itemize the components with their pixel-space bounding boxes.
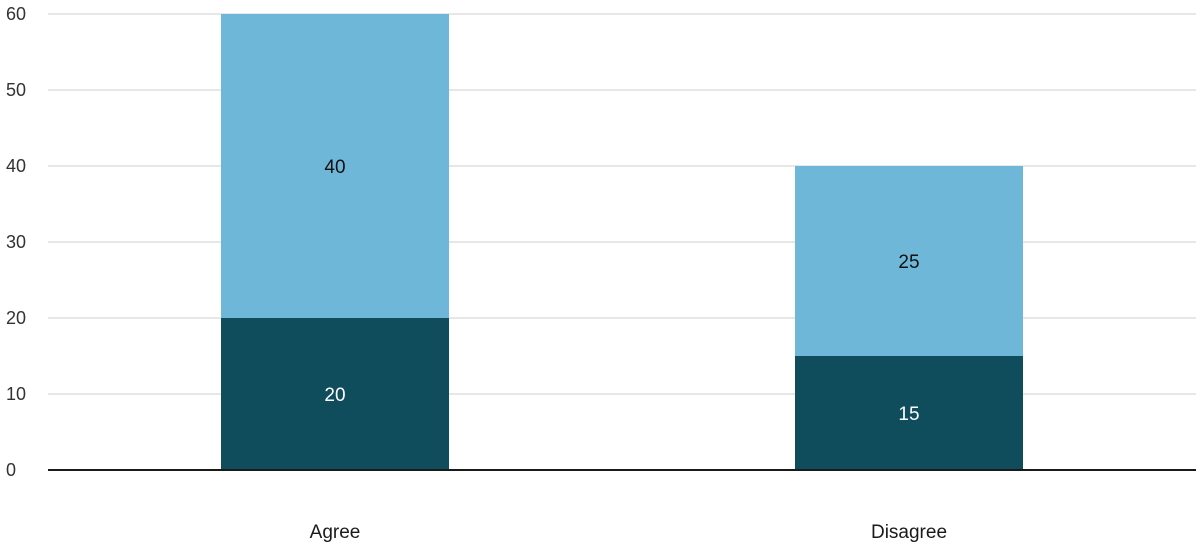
x-category-label-disagree: Disagree (871, 522, 947, 543)
y-tick-label-20: 20 (6, 308, 26, 328)
y-tick-label-0: 0 (6, 460, 16, 480)
bar-agree-segment-2 (221, 14, 449, 318)
gridlines (48, 13, 1196, 395)
y-tick-label-40: 40 (6, 156, 26, 176)
x-category-label-agree: Agree (310, 522, 361, 543)
data-label-disagree-segment-1: 15 (898, 404, 919, 425)
y-tick-label-50: 50 (6, 80, 26, 100)
bar-disagree-segment-1 (795, 356, 1023, 470)
y-tick-label-30: 30 (6, 232, 26, 252)
bar-agree-segment-1 (221, 318, 449, 470)
y-tick-label-10: 10 (6, 384, 26, 404)
data-label-disagree-segment-2: 25 (898, 252, 919, 273)
bars (221, 14, 1023, 470)
y-tick-label-60: 60 (6, 4, 26, 24)
labels: 0 10 20 30 40 50 60 20 40 Agree 15 25 Disagree (6, 4, 947, 543)
data-label-agree-segment-2: 40 (324, 157, 345, 178)
data-label-agree-segment-1: 20 (324, 385, 345, 406)
bar-disagree-segment-2 (795, 166, 1023, 356)
